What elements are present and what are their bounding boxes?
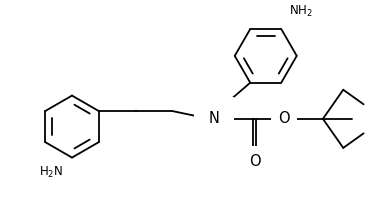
Text: $\mathdefault{NH_2}$: $\mathdefault{NH_2}$ xyxy=(289,4,313,19)
Text: N: N xyxy=(209,111,220,126)
Text: O: O xyxy=(278,111,290,126)
Text: O: O xyxy=(249,154,260,169)
Text: $\mathdefault{H_2N}$: $\mathdefault{H_2N}$ xyxy=(39,165,63,180)
